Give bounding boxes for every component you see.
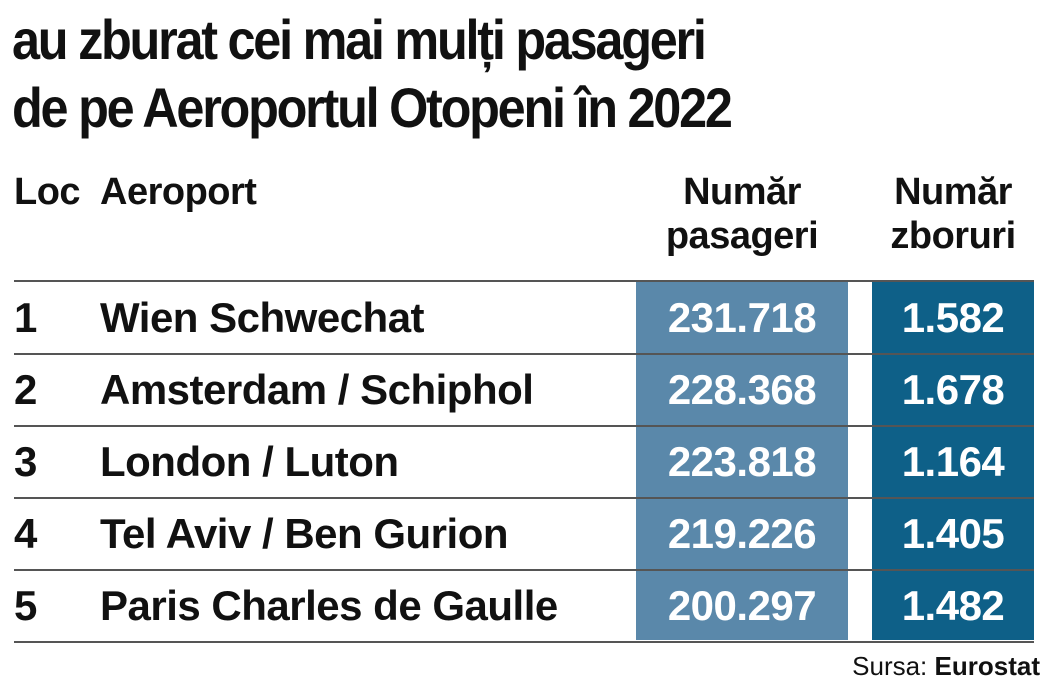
page-title: au zburat cei mai mulți pasageri de pe A… (12, 6, 939, 142)
row-divider (14, 569, 1034, 571)
rank-cell: 5 (14, 582, 37, 629)
table-row: 1 Wien Schwechat 231.718 1.582 (0, 282, 1050, 354)
header-passengers: Număr pasageri (636, 170, 848, 258)
header-flights-line-1: Număr (894, 171, 1012, 213)
rank-cell: 1 (14, 294, 37, 341)
row-divider (14, 425, 1034, 427)
rank-cell: 2 (14, 366, 37, 413)
airport-cell: Tel Aviv / Ben Gurion (100, 510, 509, 557)
flights-cell: 1.678 (901, 366, 1005, 413)
header-divider (14, 280, 1034, 282)
flights-cell: 1.164 (901, 438, 1005, 485)
passengers-cell: 231.718 (667, 294, 817, 341)
table-row: 2 Amsterdam / Schiphol 228.368 1.678 (0, 354, 1050, 426)
airport-cell: Paris Charles de Gaulle (100, 582, 558, 629)
airport-cell: London / Luton (100, 438, 399, 485)
airport-cell: Wien Schwechat (100, 294, 425, 341)
rank-cell: 4 (14, 510, 37, 557)
source-label: Sursa: (852, 651, 928, 681)
passengers-cell: 200.297 (667, 582, 817, 629)
source-credit: Sursa: Eurostat (852, 648, 1040, 684)
header-rank: Loc (14, 171, 81, 213)
header-passengers-line-1: Număr (683, 171, 801, 213)
flights-cell: 1.582 (901, 294, 1005, 341)
airport-cell: Amsterdam / Schiphol (100, 366, 534, 413)
passengers-column-background (636, 282, 848, 640)
table-row: 4 Tel Aviv / Ben Gurion 219.226 1.405 (0, 498, 1050, 570)
table-bottom-divider (14, 641, 1034, 643)
title-line-2: de pe Aeroportul Otopeni în 2022 (12, 76, 733, 139)
table-row: 5 Paris Charles de Gaulle 200.297 1.482 (0, 570, 1050, 642)
flights-column-background (872, 282, 1034, 640)
title-line-1: au zburat cei mai mulți pasageri (12, 8, 707, 71)
header-passengers-line-2: pasageri (665, 215, 819, 257)
rank-cell: 3 (14, 438, 37, 485)
table-row: 3 London / Luton 223.818 1.164 (0, 426, 1050, 498)
passengers-cell: 223.818 (667, 438, 817, 485)
flights-cell: 1.482 (901, 582, 1005, 629)
header-flights: Număr zboruri (872, 170, 1034, 258)
header-airport: Aeroport (100, 171, 257, 213)
flights-cell: 1.405 (901, 510, 1005, 557)
source-name: Eurostat (934, 651, 1040, 681)
row-divider (14, 353, 1034, 355)
passengers-cell: 219.226 (667, 510, 817, 557)
header-flights-line-2: zboruri (890, 215, 1016, 257)
passengers-cell: 228.368 (667, 366, 817, 413)
row-divider (14, 497, 1034, 499)
